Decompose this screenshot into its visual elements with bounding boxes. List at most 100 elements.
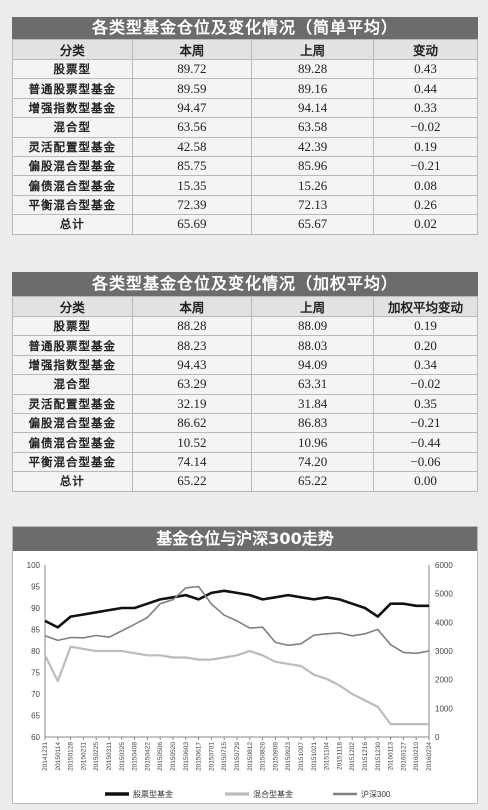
chart-title: 基金仓位与沪深300走势 — [13, 527, 477, 551]
right-tick-label: 1000 — [435, 704, 453, 713]
table-row: 灵活配置型基金 42.58 42.39 0.19 — [12, 136, 479, 157]
table-row: 总计 65.69 65.67 0.02 — [12, 214, 479, 235]
value-cell: 63.58 — [251, 117, 374, 138]
x-tick-label: 20150812 — [247, 742, 254, 771]
weighted-average-table: 分类 本周 上周 加权平均变动 股票型 88.28 88.09 0.19 普通股票型基金 88.… — [12, 296, 479, 492]
value-cell: 10.52 — [131, 432, 253, 453]
simple-average-table: 分类 本周 上周 变动 股票型 89.72 89.28 0.43 普通股票型基金 89.59 89… — [12, 39, 479, 235]
category-cell: 偏股混合型基金 — [12, 155, 133, 177]
x-tick-label: 20160224 — [426, 742, 433, 771]
category-cell: 灵活配置型基金 — [12, 136, 133, 157]
value-cell: −0.44 — [372, 432, 479, 453]
left-tick-label: 95 — [31, 583, 40, 592]
x-tick-label: 20150225 — [93, 742, 100, 771]
table-row: 股票型 89.72 89.28 0.43 — [12, 58, 479, 80]
value-cell: 89.16 — [251, 78, 374, 99]
value-cell: 65.22 — [131, 471, 253, 492]
table2-title: 各类型基金仓位及变化情况（加权平均） — [12, 272, 478, 296]
category-cell: 增强指数型基金 — [12, 97, 133, 119]
left-tick-label: 100 — [27, 561, 41, 570]
category-cell: 混合型 — [12, 374, 133, 395]
left-tick-label: 65 — [31, 712, 40, 721]
value-cell: 94.47 — [131, 97, 253, 119]
value-cell: 94.09 — [251, 354, 374, 376]
category-cell: 偏债混合型基金 — [12, 175, 133, 196]
value-cell: 72.39 — [131, 194, 253, 216]
table-row: 平衡混合型基金 72.39 72.13 0.26 — [12, 194, 479, 216]
value-cell: 31.84 — [251, 393, 374, 414]
value-cell: 0.26 — [372, 194, 479, 216]
x-tick-label: 20150520 — [170, 742, 177, 771]
right-tick-label: 5000 — [435, 590, 453, 599]
value-cell: 88.03 — [251, 335, 374, 356]
value-cell: 63.31 — [251, 374, 374, 395]
left-tick-label: 85 — [31, 626, 40, 635]
left-tick-label: 75 — [31, 669, 40, 678]
x-tick-label: 20150128 — [68, 742, 75, 771]
value-cell: 94.43 — [131, 354, 253, 376]
value-cell: 89.28 — [251, 58, 374, 80]
x-tick-label: 20150211 — [80, 742, 87, 771]
position-vs-csi300-chart-panel: 基金仓位与沪深300走势 60 65 70 75 80 85 90 95 100 0 1000 200… — [12, 526, 478, 804]
x-tick-label: 20160113 — [388, 742, 395, 771]
table-row: 偏股混合型基金 86.62 86.83 −0.21 — [12, 412, 479, 434]
legend-label: 沪深300 — [361, 789, 391, 799]
value-cell: 10.96 — [251, 432, 374, 453]
x-tick-label: 20150325 — [119, 742, 126, 771]
value-cell: 94.14 — [251, 97, 374, 119]
value-cell: 63.29 — [131, 374, 253, 395]
value-cell: 0.20 — [372, 335, 479, 356]
x-tick-label: 20150422 — [144, 742, 151, 771]
x-tick-label: 20150715 — [221, 742, 228, 771]
table-row: 偏股混合型基金 85.75 85.96 −0.21 — [12, 155, 479, 177]
column-header: 分类 — [12, 296, 133, 317]
value-cell: 0.35 — [372, 393, 479, 414]
table-row: 混合型 63.56 63.58 −0.02 — [12, 117, 479, 138]
value-cell: 65.22 — [251, 471, 374, 492]
value-cell: 32.19 — [131, 393, 253, 414]
x-tick-label: 20151202 — [349, 742, 356, 771]
table-row: 普通股票型基金 89.59 89.16 0.44 — [12, 78, 479, 99]
left-tick-label: 70 — [31, 690, 40, 699]
series-line — [44, 645, 429, 726]
category-cell: 平衡混合型基金 — [12, 451, 133, 473]
column-header: 上周 — [251, 296, 374, 317]
x-tick-label: 20151216 — [362, 742, 369, 771]
value-cell: 88.23 — [131, 335, 253, 356]
value-cell: 0.33 — [372, 97, 479, 119]
value-cell: 0.44 — [372, 78, 479, 99]
right-tick-label: 0 — [435, 733, 440, 742]
value-cell: 65.69 — [131, 214, 253, 235]
value-cell: −0.02 — [372, 117, 479, 138]
x-tick-label: 20150826 — [260, 742, 267, 771]
x-tick-label: 20150114 — [55, 742, 62, 771]
value-cell: 72.13 — [251, 194, 374, 216]
x-tick-label: 20150909 — [272, 742, 279, 771]
category-cell: 平衡混合型基金 — [12, 194, 133, 216]
x-tick-label: 20151007 — [298, 742, 305, 771]
table-row: 偏债混合型基金 15.35 15.26 0.08 — [12, 175, 479, 196]
category-cell: 总计 — [12, 471, 133, 492]
x-tick-label: 20160127 — [400, 742, 407, 771]
category-cell: 增强指数型基金 — [12, 354, 133, 376]
x-tick-label: 20141231 — [42, 742, 49, 771]
table-header-row: 分类 本周 上周 加权平均变动 — [12, 296, 479, 317]
legend-label: 股票型基金 — [133, 789, 173, 799]
value-cell: 89.72 — [131, 58, 253, 80]
category-cell: 总计 — [12, 214, 133, 235]
column-header: 分类 — [12, 39, 133, 60]
value-cell: 86.62 — [131, 412, 253, 434]
table-row: 增强指数型基金 94.47 94.14 0.33 — [12, 97, 479, 119]
category-cell: 普通股票型基金 — [12, 335, 133, 356]
value-cell: −0.21 — [372, 155, 479, 177]
table-row: 混合型 63.29 63.31 −0.02 — [12, 374, 479, 395]
table-row: 平衡混合型基金 74.14 74.20 −0.06 — [12, 451, 479, 473]
series-line — [44, 585, 430, 655]
x-tick-label: 20150701 — [208, 742, 215, 771]
column-header: 加权平均变动 — [372, 296, 479, 317]
table-row: 总计 65.22 65.22 0.00 — [12, 471, 479, 492]
x-tick-label: 20151104 — [324, 742, 331, 771]
left-tick-label: 60 — [31, 733, 40, 742]
x-tick-label: 20151230 — [375, 742, 382, 771]
value-cell: −0.02 — [372, 374, 479, 395]
